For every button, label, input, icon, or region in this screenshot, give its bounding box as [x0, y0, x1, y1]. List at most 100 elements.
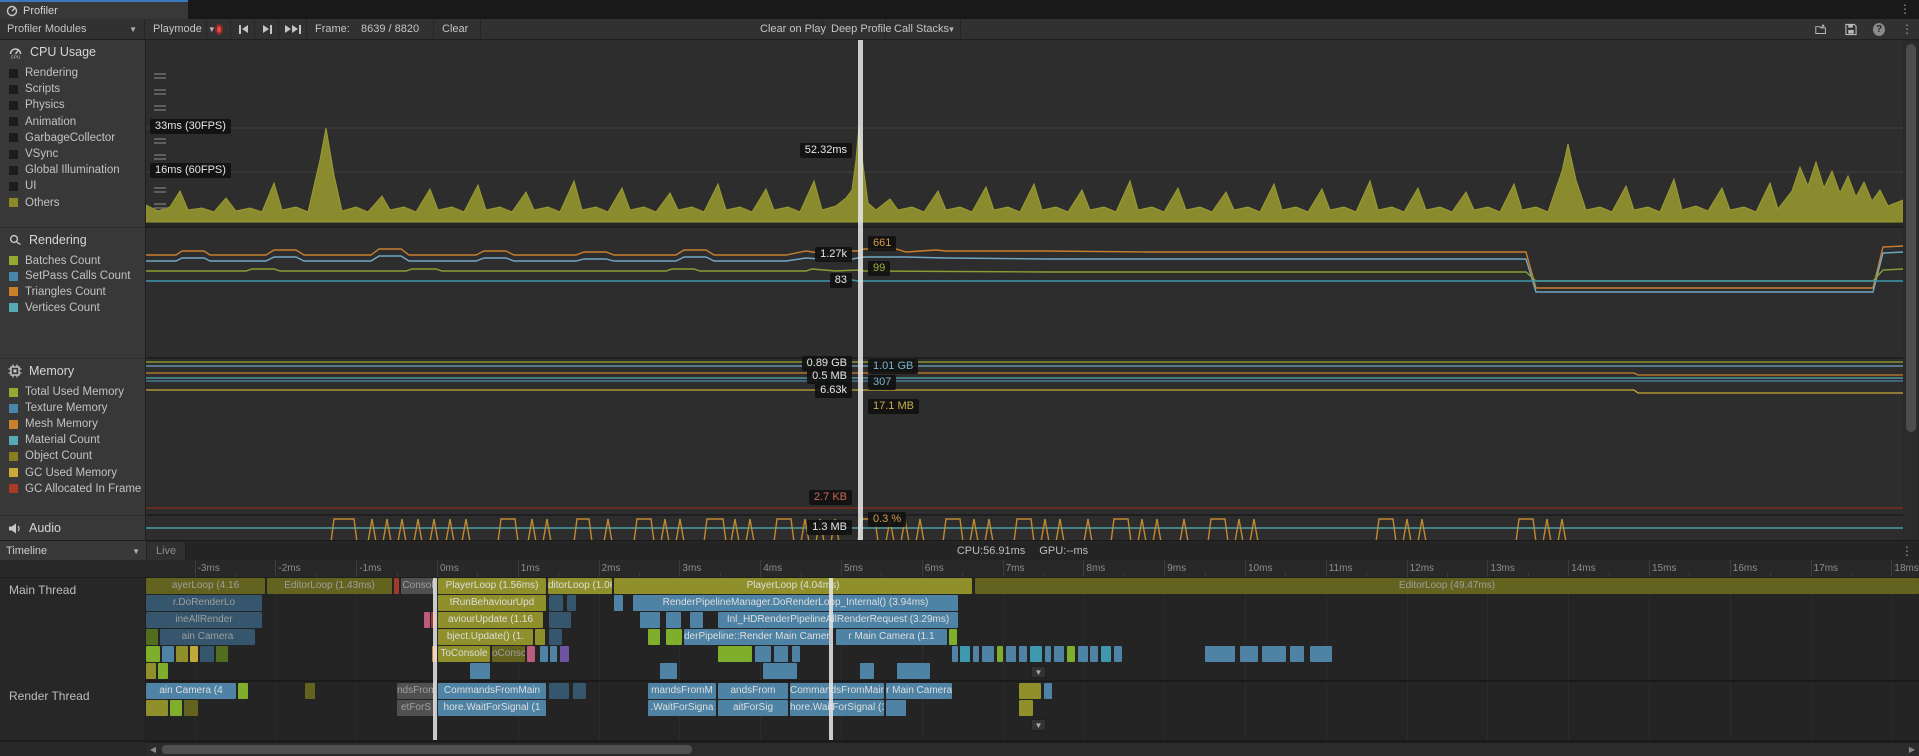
- timeline-fragment[interactable]: [886, 700, 906, 716]
- timeline-span[interactable]: ain Camera: [160, 629, 255, 645]
- legend-item-physics[interactable]: Physics: [0, 97, 145, 113]
- playmode-dropdown[interactable]: Playmode ▼: [146, 19, 216, 39]
- timeline-span[interactable]: etForS: [397, 700, 435, 716]
- timeline-fragment[interactable]: [216, 646, 228, 662]
- timeline-span[interactable]: hore.WaitForSignal (1: [438, 700, 546, 716]
- timeline-fragment[interactable]: [648, 629, 660, 645]
- legend-item-object-count[interactable]: Object Count: [0, 448, 145, 464]
- timeline-fragment[interactable]: [1262, 646, 1286, 662]
- timeline-span[interactable]: oConso: [492, 646, 525, 662]
- timeline-fragment[interactable]: [1030, 646, 1042, 662]
- timeline-fragment[interactable]: [1240, 646, 1258, 662]
- tab-menu-icon[interactable]: ⋮: [1899, 2, 1911, 16]
- timeline-fragment[interactable]: [718, 646, 752, 662]
- timeline-fragment[interactable]: [997, 646, 1003, 662]
- module-cpu-usage[interactable]: CPU CPU Usage Rendering Scripts Physics Ani…: [0, 40, 145, 227]
- timeline-span[interactable]: ain Camera (4: [146, 683, 236, 699]
- call-stacks-toggle[interactable]: Call Stacks: [887, 19, 949, 39]
- timeline-fragment[interactable]: [550, 646, 557, 662]
- scrollbar-thumb[interactable]: [1906, 44, 1916, 432]
- timeline-fragment[interactable]: [763, 663, 797, 679]
- deep-profile-toggle[interactable]: Deep Profile: [824, 19, 892, 39]
- timeline-fragment[interactable]: [540, 646, 548, 662]
- legend-item-vsync[interactable]: VSync: [0, 146, 145, 162]
- timeline-span[interactable]: tRunBehaviourUpd: [438, 595, 546, 611]
- timeline-fragment[interactable]: [960, 646, 970, 662]
- timeline-span[interactable]: r Main Camera (1.1: [836, 629, 947, 645]
- timeline-span[interactable]: PlayerLoop (1.56ms): [438, 578, 546, 594]
- timeline-fragment[interactable]: [184, 700, 198, 716]
- tab-profiler[interactable]: Profiler: [0, 0, 188, 19]
- legend-item-gc-allocated-in-frame[interactable]: GC Allocated In Frame: [0, 481, 145, 497]
- help-button[interactable]: ?: [1866, 19, 1892, 39]
- timeline-fragment[interactable]: [200, 646, 214, 662]
- timeline-fragment[interactable]: [640, 612, 660, 628]
- timeline-fragment[interactable]: [774, 646, 788, 662]
- scroll-right-icon[interactable]: ▶: [1908, 745, 1916, 754]
- timeline-fragment[interactable]: [1044, 683, 1052, 699]
- timeline-fragment[interactable]: [549, 683, 569, 699]
- timeline-fragment[interactable]: [1045, 646, 1051, 662]
- timeline-fragment[interactable]: [860, 663, 874, 679]
- call-stacks-dropdown[interactable]: ▼: [943, 19, 961, 39]
- timeline-fragment[interactable]: [1090, 646, 1098, 662]
- timeline-span[interactable]: EditorLoop (49.47ms): [975, 578, 1919, 594]
- timeline-fragment[interactable]: [792, 646, 800, 662]
- legend-item-garbagecollector[interactable]: GarbageCollector: [0, 130, 145, 146]
- timeline-flame-graph[interactable]: Main Thread Render Thread ayerLoop (4.16 E…: [0, 578, 1919, 740]
- scrollbar-thumb[interactable]: [162, 745, 692, 754]
- timeline-fragment[interactable]: [470, 663, 490, 679]
- timeline-fragment[interactable]: [666, 612, 681, 628]
- timeline-fragment[interactable]: [1101, 646, 1111, 662]
- timeline-span[interactable]: RenderPipelineManager.DoRenderLoop_Inter…: [633, 595, 958, 611]
- timeline-fragment[interactable]: [146, 629, 158, 645]
- selected-frame-line[interactable]: [858, 40, 863, 540]
- timeline-span[interactable]: ndsFrom: [397, 683, 435, 699]
- legend-item-texture-memory[interactable]: Texture Memory: [0, 400, 145, 416]
- charts-vertical-scrollbar[interactable]: [1904, 41, 1918, 539]
- timeline-span[interactable]: r.DoRenderLo: [146, 595, 262, 611]
- timeline-span[interactable]: mandsFromM: [648, 683, 716, 699]
- legend-item-rendering[interactable]: Rendering: [0, 65, 145, 81]
- toolbar-menu-button[interactable]: ⋮: [1894, 19, 1919, 39]
- timeline-fragment[interactable]: [1006, 646, 1016, 662]
- module-audio[interactable]: Audio: [0, 515, 145, 540]
- timeline-fragment[interactable]: [952, 646, 958, 662]
- timeline-fragment[interactable]: [158, 663, 168, 679]
- timeline-fragment[interactable]: [560, 646, 569, 662]
- load-profile-button[interactable]: [1808, 19, 1834, 39]
- legend-item-mesh-memory[interactable]: Mesh Memory: [0, 416, 145, 432]
- timeline-span[interactable]: Consol: [401, 578, 435, 594]
- timeline-fragment[interactable]: [176, 646, 188, 662]
- timeline-fragment[interactable]: [1054, 646, 1064, 662]
- expand-thread-button[interactable]: ▼: [1031, 719, 1046, 731]
- legend-item-vertices-count[interactable]: Vertices Count: [0, 300, 145, 316]
- timeline-fragment[interactable]: [690, 612, 703, 628]
- timeline-span[interactable]: aviourUpdate (1.16: [438, 612, 543, 628]
- timeline-fragment[interactable]: [190, 646, 198, 662]
- timeline-span[interactable]: .WaitForSigna: [648, 700, 716, 716]
- legend-item-triangles-count[interactable]: Triangles Count: [0, 284, 145, 300]
- timeline-fragment[interactable]: [146, 646, 160, 662]
- thread-label-render-thread[interactable]: Render Thread: [9, 689, 90, 703]
- legend-item-material-count[interactable]: Material Count: [0, 432, 145, 448]
- legend-item-setpass-calls-count[interactable]: SetPass Calls Count: [0, 269, 145, 285]
- expand-thread-button[interactable]: ▼: [1031, 666, 1046, 678]
- timeline-fragment[interactable]: [1019, 683, 1041, 699]
- timeline-fragment[interactable]: [549, 595, 563, 611]
- timeline-fragment[interactable]: [973, 646, 979, 662]
- module-memory[interactable]: Memory Total Used Memory Texture Memory Me…: [0, 358, 145, 515]
- timeline-fragment[interactable]: [146, 663, 156, 679]
- legend-item-gc-used-memory[interactable]: GC Used Memory: [0, 464, 145, 480]
- timeline-fragment[interactable]: [238, 683, 248, 699]
- timeline-fragment[interactable]: [1114, 646, 1122, 662]
- timeline-fragment[interactable]: [982, 646, 994, 662]
- timeline-fragment[interactable]: [1310, 646, 1332, 662]
- legend-item-animation[interactable]: Animation: [0, 114, 145, 130]
- timeline-fragment[interactable]: [1290, 646, 1304, 662]
- live-toggle[interactable]: Live: [147, 542, 187, 560]
- timeline-fragment[interactable]: [162, 646, 174, 662]
- timeline-fragment[interactable]: [305, 683, 315, 699]
- timeline-fragment[interactable]: [567, 595, 576, 611]
- timeline-span[interactable]: r Main Camera (1.1: [886, 683, 952, 699]
